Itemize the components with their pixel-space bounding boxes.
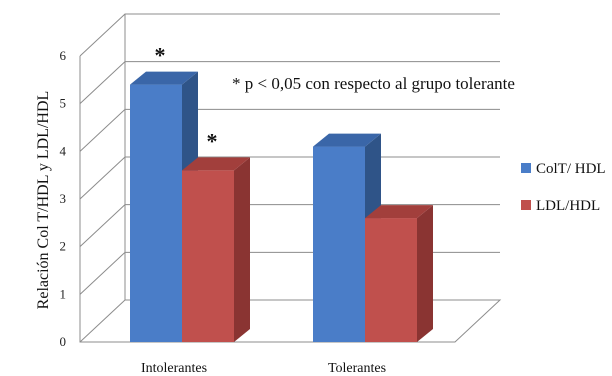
- significance-star: *: [207, 128, 218, 153]
- legend: ColT/ HDL LDL/HDL: [521, 161, 606, 214]
- legend-label: ColT/ HDL: [536, 161, 606, 177]
- bar: [182, 157, 250, 342]
- bar-top: [365, 205, 433, 219]
- bars: [130, 71, 433, 342]
- bar-front: [182, 170, 234, 342]
- x-category-labels: Intolerantes Tolerantes: [141, 361, 386, 376]
- bar-front: [313, 146, 365, 342]
- legend-swatch: [521, 163, 531, 173]
- y-axis-label: Relación Col T/HDL y LDL/HDL: [35, 91, 52, 310]
- bar-front: [130, 84, 182, 342]
- significance-note: * p < 0,05 con respecto al grupo toleran…: [232, 74, 515, 93]
- legend-item: LDL/HDL: [521, 198, 600, 214]
- bar-side: [417, 205, 433, 342]
- x-category-label: Intolerantes: [141, 361, 207, 376]
- gridline: [79, 61, 500, 105]
- bar-side: [234, 157, 250, 342]
- legend-item: ColT/ HDL: [521, 161, 606, 177]
- y-tick-label: 1: [60, 286, 67, 301]
- y-tick-label: 4: [60, 143, 67, 158]
- bar-top: [130, 71, 198, 85]
- legend-swatch: [521, 200, 531, 210]
- significance-star: *: [155, 43, 166, 68]
- y-tick-label: 2: [60, 239, 67, 254]
- bar: [365, 205, 433, 342]
- bar-front: [365, 218, 417, 342]
- legend-label: LDL/HDL: [536, 198, 600, 214]
- y-tick-label: 6: [60, 48, 67, 63]
- gridline: [79, 13, 500, 57]
- gridline: [79, 108, 500, 152]
- bar-top: [182, 157, 250, 171]
- y-tick-label: 5: [60, 96, 67, 111]
- y-tick-label: 0: [60, 334, 67, 349]
- bar-top: [313, 133, 381, 147]
- x-category-label: Tolerantes: [328, 361, 386, 376]
- floor-edge: [79, 299, 126, 343]
- y-tick-labels: 0 1 2 3 4 5 6: [60, 48, 67, 349]
- significance-markers: **: [155, 43, 218, 154]
- y-tick-label: 3: [60, 191, 67, 206]
- gridlines: [79, 13, 500, 295]
